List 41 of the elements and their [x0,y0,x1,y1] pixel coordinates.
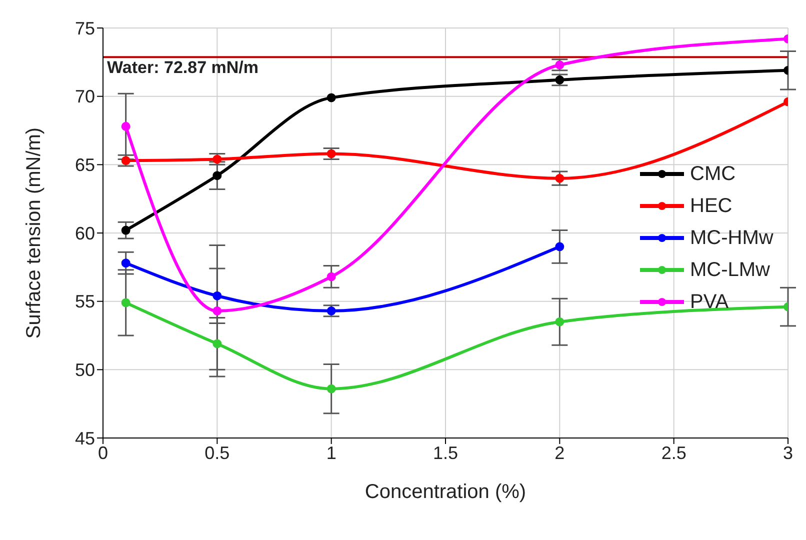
legend-label: HEC [690,194,732,218]
point [212,339,222,348]
point [555,242,564,252]
x-tick-label: 2.5 [661,442,686,463]
point [326,149,336,158]
point [326,306,336,316]
point [555,60,564,70]
x-tick-label: 3 [782,442,794,463]
point [555,317,564,326]
x-tick-label: 2 [554,442,565,463]
y-axis-title: Surface tension (mN/m) [23,127,46,339]
x-tick-label: 0.5 [204,442,230,463]
legend-label: PVA [690,290,729,314]
point [212,306,222,316]
point [555,75,564,84]
x-tick-label: 0 [98,442,108,463]
point [326,384,336,394]
point [121,156,130,166]
y-tick-label: 45 [74,428,95,448]
point [212,171,222,180]
point [212,291,222,300]
y-tick-label: 60 [74,223,95,244]
legend-label: MC-HMw [690,226,774,250]
y-tick-label: 50 [74,360,95,380]
point [326,93,336,102]
point [121,122,130,131]
point [121,226,130,235]
y-tick-label: 75 [74,18,95,38]
point [121,258,130,268]
point [121,298,130,308]
x-tick-label: 1.5 [432,442,458,463]
point [555,174,564,183]
x-tick-label: 1 [326,442,336,463]
legend-label: CMC [690,162,736,186]
x-axis-title: Concentration (%) [364,481,526,503]
y-tick-label: 70 [74,86,95,107]
y-tick-label: 65 [74,155,95,176]
ref-line-label: Water: 72.87 mN/m [107,58,258,78]
point [326,272,336,282]
legend-label: MC-LMw [690,258,770,282]
y-tick-label: 55 [74,292,95,312]
